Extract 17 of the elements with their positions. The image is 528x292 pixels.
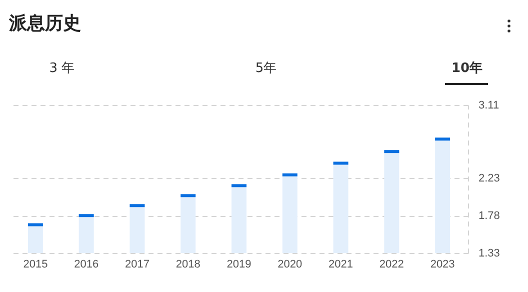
x-tick-label: 2022 bbox=[379, 258, 404, 270]
x-tick-label: 2015 bbox=[23, 258, 48, 270]
x-tick-label: 2019 bbox=[226, 258, 252, 270]
x-tick-label: 2020 bbox=[278, 258, 302, 270]
x-tick-label: 2018 bbox=[176, 258, 200, 270]
text: 10年 bbox=[451, 60, 483, 77]
y-tick-label: 3.11 bbox=[478, 100, 500, 112]
text: 5年 bbox=[255, 60, 277, 77]
y-tick-label: 1.33 bbox=[478, 248, 500, 260]
y-tick-label: 2.23 bbox=[478, 172, 500, 185]
x-tick-label: 2021 bbox=[328, 258, 354, 270]
text: 3 年 bbox=[49, 60, 75, 77]
x-tick-label: 2016 bbox=[74, 258, 99, 270]
x-tick-label: 2017 bbox=[124, 258, 150, 270]
x-tick-label: 2023 bbox=[430, 258, 455, 270]
chart-title: 派息历史 bbox=[9, 12, 81, 35]
y-tick-label: 1.78 bbox=[478, 210, 500, 222]
